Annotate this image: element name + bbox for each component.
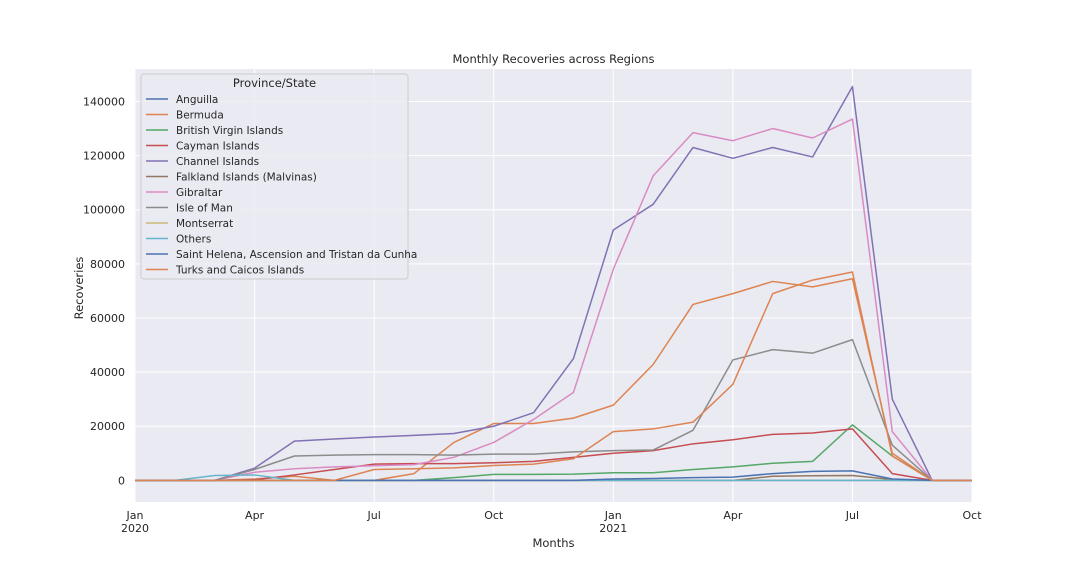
legend-label: Bermuda xyxy=(176,109,224,121)
series-line-isle-of-man xyxy=(135,338,972,482)
y-tick-label: 40000 xyxy=(90,366,125,379)
y-tick-label: 20000 xyxy=(90,420,125,433)
x-tick-year-label: 2021 xyxy=(599,522,627,535)
legend-label: Gibraltar xyxy=(176,187,223,199)
legend-title: Province/State xyxy=(233,76,316,90)
legend-label: Channel Islands xyxy=(176,156,259,168)
x-tick-label: Jul xyxy=(845,509,859,522)
legend-label: Saint Helena, Ascension and Tristan da C… xyxy=(176,249,417,261)
legend-label: Falkland Islands (Malvinas) xyxy=(176,171,317,183)
legend-label: Cayman Islands xyxy=(176,140,259,152)
legend-label: British Virgin Islands xyxy=(176,125,283,137)
series-line-gibraltar xyxy=(135,118,972,482)
series-line-channel-islands xyxy=(135,85,972,482)
chart-title: Monthly Recoveries across Regions xyxy=(452,52,654,66)
legend-box xyxy=(140,73,409,280)
x-tick-label: Jan xyxy=(126,509,144,522)
legend-entries: Anguilla Bermuda British Virgin Islands Cay… xyxy=(146,94,417,276)
series-line-turks-and-caicos-islands xyxy=(135,271,972,482)
x-tick-label: Oct xyxy=(484,509,504,522)
y-tick-label: 80000 xyxy=(90,258,125,271)
x-tick-label: Apr xyxy=(723,509,743,522)
legend-label: Turks and Caicos Islands xyxy=(175,264,304,276)
y-tick-labels: 0 20000 40000 60000 80000 100000 120000 140000 xyxy=(83,95,125,487)
x-tick-label: Apr xyxy=(245,509,265,522)
legend-label: Others xyxy=(176,233,211,245)
legend-label: Montserrat xyxy=(176,218,233,230)
legend-label: Anguilla xyxy=(176,94,218,106)
y-axis-label: Recoveries xyxy=(72,257,86,320)
y-tick-label: 60000 xyxy=(90,312,125,325)
y-tick-label: 100000 xyxy=(83,204,125,217)
x-tick-year-label: 2020 xyxy=(121,522,149,535)
series-lines xyxy=(135,85,972,482)
y-tick-label: 0 xyxy=(118,474,125,487)
y-tick-label: 140000 xyxy=(83,95,125,108)
x-tick-label: Jan xyxy=(604,509,622,522)
legend: Province/State Anguilla Bermuda British Vi… xyxy=(140,73,417,280)
x-tick-label: Jul xyxy=(367,509,381,522)
y-tick-label: 120000 xyxy=(83,150,125,163)
legend-label: Isle of Man xyxy=(176,202,233,214)
x-tick-label: Oct xyxy=(962,509,982,522)
x-axis-label: Months xyxy=(532,536,574,550)
